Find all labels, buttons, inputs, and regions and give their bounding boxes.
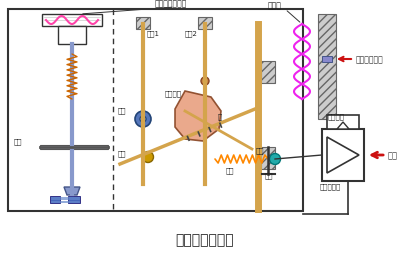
- Circle shape: [270, 154, 280, 165]
- Text: 压力信号输入: 压力信号输入: [356, 55, 384, 64]
- Text: 偏心凸轮: 偏心凸轮: [165, 90, 182, 96]
- Text: 滚轮: 滚轮: [118, 107, 127, 113]
- Circle shape: [140, 117, 146, 122]
- Bar: [40, 146, 108, 149]
- Circle shape: [135, 112, 151, 128]
- Text: 喷嘴: 喷嘴: [256, 146, 265, 153]
- Bar: [8, 10, 303, 211]
- Bar: [68, 196, 80, 203]
- Text: 杠杆1: 杠杆1: [147, 30, 160, 37]
- Text: 气动薄膜调节阀: 气动薄膜调节阀: [155, 0, 187, 8]
- Text: 气动阀门定位器: 气动阀门定位器: [175, 232, 234, 246]
- Bar: [261, 147, 275, 169]
- Polygon shape: [337, 122, 349, 130]
- Bar: [198, 18, 212, 30]
- Polygon shape: [175, 92, 221, 141]
- Text: 气动放大器: 气动放大器: [320, 182, 341, 189]
- Text: 气源: 气源: [388, 151, 398, 160]
- Polygon shape: [327, 137, 359, 173]
- Circle shape: [143, 152, 153, 163]
- Bar: [50, 196, 60, 203]
- Text: 杠杆2: 杠杆2: [185, 30, 198, 37]
- Bar: [136, 18, 150, 30]
- Bar: [327, 116, 359, 130]
- Bar: [58, 27, 86, 45]
- Bar: [322, 130, 364, 181]
- Bar: [318, 15, 336, 120]
- Text: 恒节流孔: 恒节流孔: [328, 113, 345, 119]
- Text: 挡板: 挡板: [265, 171, 273, 178]
- Text: 波纹管: 波纹管: [268, 1, 282, 10]
- Text: 弹簧: 弹簧: [226, 166, 235, 173]
- Bar: [322, 57, 332, 63]
- Text: 平板: 平板: [14, 137, 23, 144]
- Text: 摆杆: 摆杆: [118, 149, 127, 156]
- Circle shape: [201, 78, 209, 86]
- Bar: [261, 62, 275, 84]
- Polygon shape: [64, 187, 80, 195]
- Bar: [42, 15, 102, 27]
- Text: 轴: 轴: [218, 113, 222, 119]
